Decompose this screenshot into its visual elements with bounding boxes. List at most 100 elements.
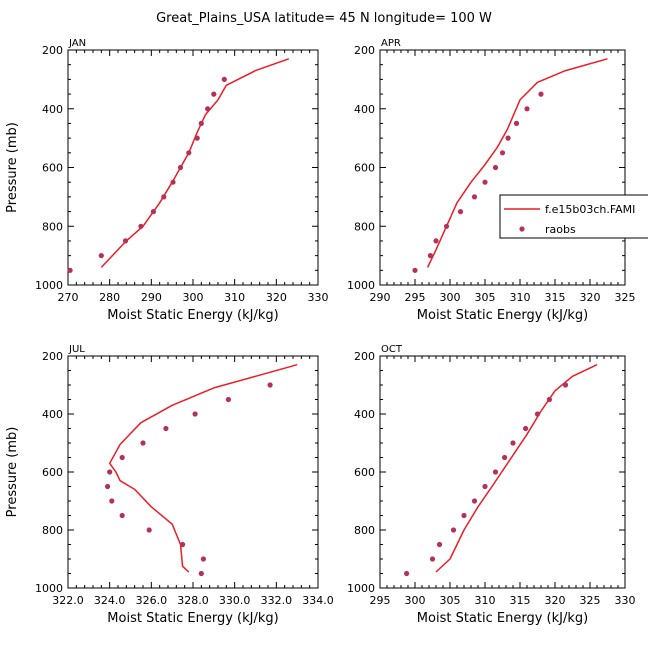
- raobs-point: [119, 454, 125, 461]
- panel-label: OCT: [381, 344, 403, 355]
- x-tick-label: 325: [615, 291, 636, 304]
- raobs-point: [457, 209, 464, 215]
- raobs-point: [482, 179, 488, 185]
- y-tick-label: 800: [42, 524, 63, 537]
- raobs-point: [492, 469, 499, 475]
- x-axis-label: Moist Static Energy (kJ/kg): [107, 308, 278, 323]
- panels: JAN 270 280 290 300 310 320 330 200 400 600 800 1000…: [5, 38, 636, 626]
- raobs-point: [461, 512, 467, 519]
- x-tick-label: 290: [141, 291, 162, 304]
- panel-apr: APR 290 295 300 305 310 315 320 325 200 400 600 800 1…: [347, 38, 636, 323]
- y-tick-label: 600: [42, 466, 63, 479]
- raobs-point: [180, 541, 186, 548]
- raobs-point: [429, 556, 436, 562]
- x-tick-label: 330.0: [219, 594, 251, 607]
- y-tick-label: 400: [42, 408, 63, 421]
- x-tick-label: 328.0: [177, 594, 209, 607]
- x-tick-label: 324.0: [94, 594, 126, 607]
- x-tick-label: 295: [370, 594, 391, 607]
- panel-label: JUL: [68, 344, 85, 355]
- y-tick-label: 200: [42, 44, 63, 57]
- y-axis-label: Pressure (mb): [5, 427, 20, 518]
- legend-dot-swatch: [519, 226, 525, 232]
- raobs-point: [267, 382, 273, 388]
- raobs-point: [211, 91, 217, 97]
- plot-frame: [67, 355, 319, 589]
- raobs-point: [221, 76, 227, 82]
- raobs-point: [107, 469, 113, 475]
- x-tick-label: 315: [545, 291, 566, 304]
- raobs-point: [186, 150, 192, 156]
- y-tick-label: 400: [42, 103, 63, 116]
- y-tick-label: 200: [42, 350, 63, 363]
- x-tick-label: 322.0: [52, 594, 84, 607]
- panel-jan: JAN 270 280 290 300 310 320 330 200 400 600 800 1000…: [5, 38, 329, 323]
- model-series-line: [426, 58, 608, 268]
- y-tick-label: 200: [354, 44, 375, 57]
- raobs-point: [105, 483, 111, 490]
- model-series-line: [100, 58, 290, 268]
- y-tick-label: 800: [354, 220, 375, 233]
- raobs-point: [177, 164, 184, 171]
- raobs-point: [482, 483, 488, 490]
- legend-dots-label: raobs: [545, 223, 576, 236]
- x-tick-label: 270: [58, 291, 79, 304]
- raobs-point: [194, 135, 200, 141]
- raobs-point: [450, 527, 457, 533]
- model-series-line: [435, 364, 598, 573]
- raobs-point: [505, 135, 511, 141]
- raobs-point: [471, 498, 478, 504]
- y-tick-label: 1000: [35, 582, 63, 595]
- raobs-point: [404, 570, 410, 577]
- raobs-point: [205, 106, 211, 112]
- raobs-point: [510, 440, 516, 446]
- x-tick-label: 320: [580, 291, 601, 304]
- x-tick-label: 300: [183, 291, 204, 304]
- x-tick-label: 320: [266, 291, 287, 304]
- plot-frame: [67, 49, 319, 286]
- raobs-point: [523, 425, 529, 432]
- y-tick-label: 400: [354, 408, 375, 421]
- x-tick-label: 330: [615, 594, 636, 607]
- x-tick-label: 310: [224, 291, 245, 304]
- x-tick-label: 330: [308, 291, 329, 304]
- y-tick-label: 1000: [347, 582, 375, 595]
- x-tick-label: 300: [405, 594, 426, 607]
- raobs-point: [146, 527, 152, 533]
- raobs-point: [192, 411, 198, 417]
- raobs-point: [499, 150, 506, 156]
- panel-oct: OCT 295 300 305 310 315 320 325 330 200 400 600 800 1…: [347, 344, 636, 626]
- y-tick-label: 200: [354, 350, 375, 363]
- raobs-point: [198, 570, 204, 577]
- x-tick-label: 305: [440, 594, 461, 607]
- x-axis-label: Moist Static Energy (kJ/kg): [417, 611, 588, 626]
- x-tick-label: 290: [370, 291, 391, 304]
- x-tick-label: 326.0: [136, 594, 168, 607]
- raobs-point: [119, 512, 125, 519]
- x-tick-label: 310: [475, 594, 496, 607]
- raobs-point: [163, 425, 169, 432]
- raobs-point: [225, 396, 231, 403]
- x-tick-label: 325: [580, 594, 601, 607]
- y-tick-label: 600: [354, 162, 375, 175]
- raobs-point: [67, 267, 73, 273]
- panel-jul: JUL 322.0 324.0 326.0 328.0 330.0 332.0 334.0 20…: [5, 344, 334, 626]
- x-tick-label: 320: [545, 594, 566, 607]
- x-tick-label: 305: [475, 291, 496, 304]
- raobs-point: [443, 223, 450, 229]
- y-tick-label: 600: [354, 466, 375, 479]
- raobs-point: [140, 440, 146, 446]
- y-tick-label: 1000: [347, 279, 375, 292]
- x-tick-label: 310: [510, 291, 531, 304]
- raobs-point: [546, 396, 553, 403]
- x-axis-label: Moist Static Energy (kJ/kg): [417, 308, 588, 323]
- raobs-point: [538, 91, 544, 97]
- raobs-point: [427, 253, 433, 259]
- raobs-point: [534, 411, 541, 417]
- y-axis-label: Pressure (mb): [5, 122, 20, 213]
- figure-title: Great_Plains_USA latitude= 45 N longitud…: [156, 11, 492, 26]
- model-series-line: [108, 363, 298, 573]
- x-tick-label: 315: [510, 594, 531, 607]
- raobs-point: [412, 267, 418, 273]
